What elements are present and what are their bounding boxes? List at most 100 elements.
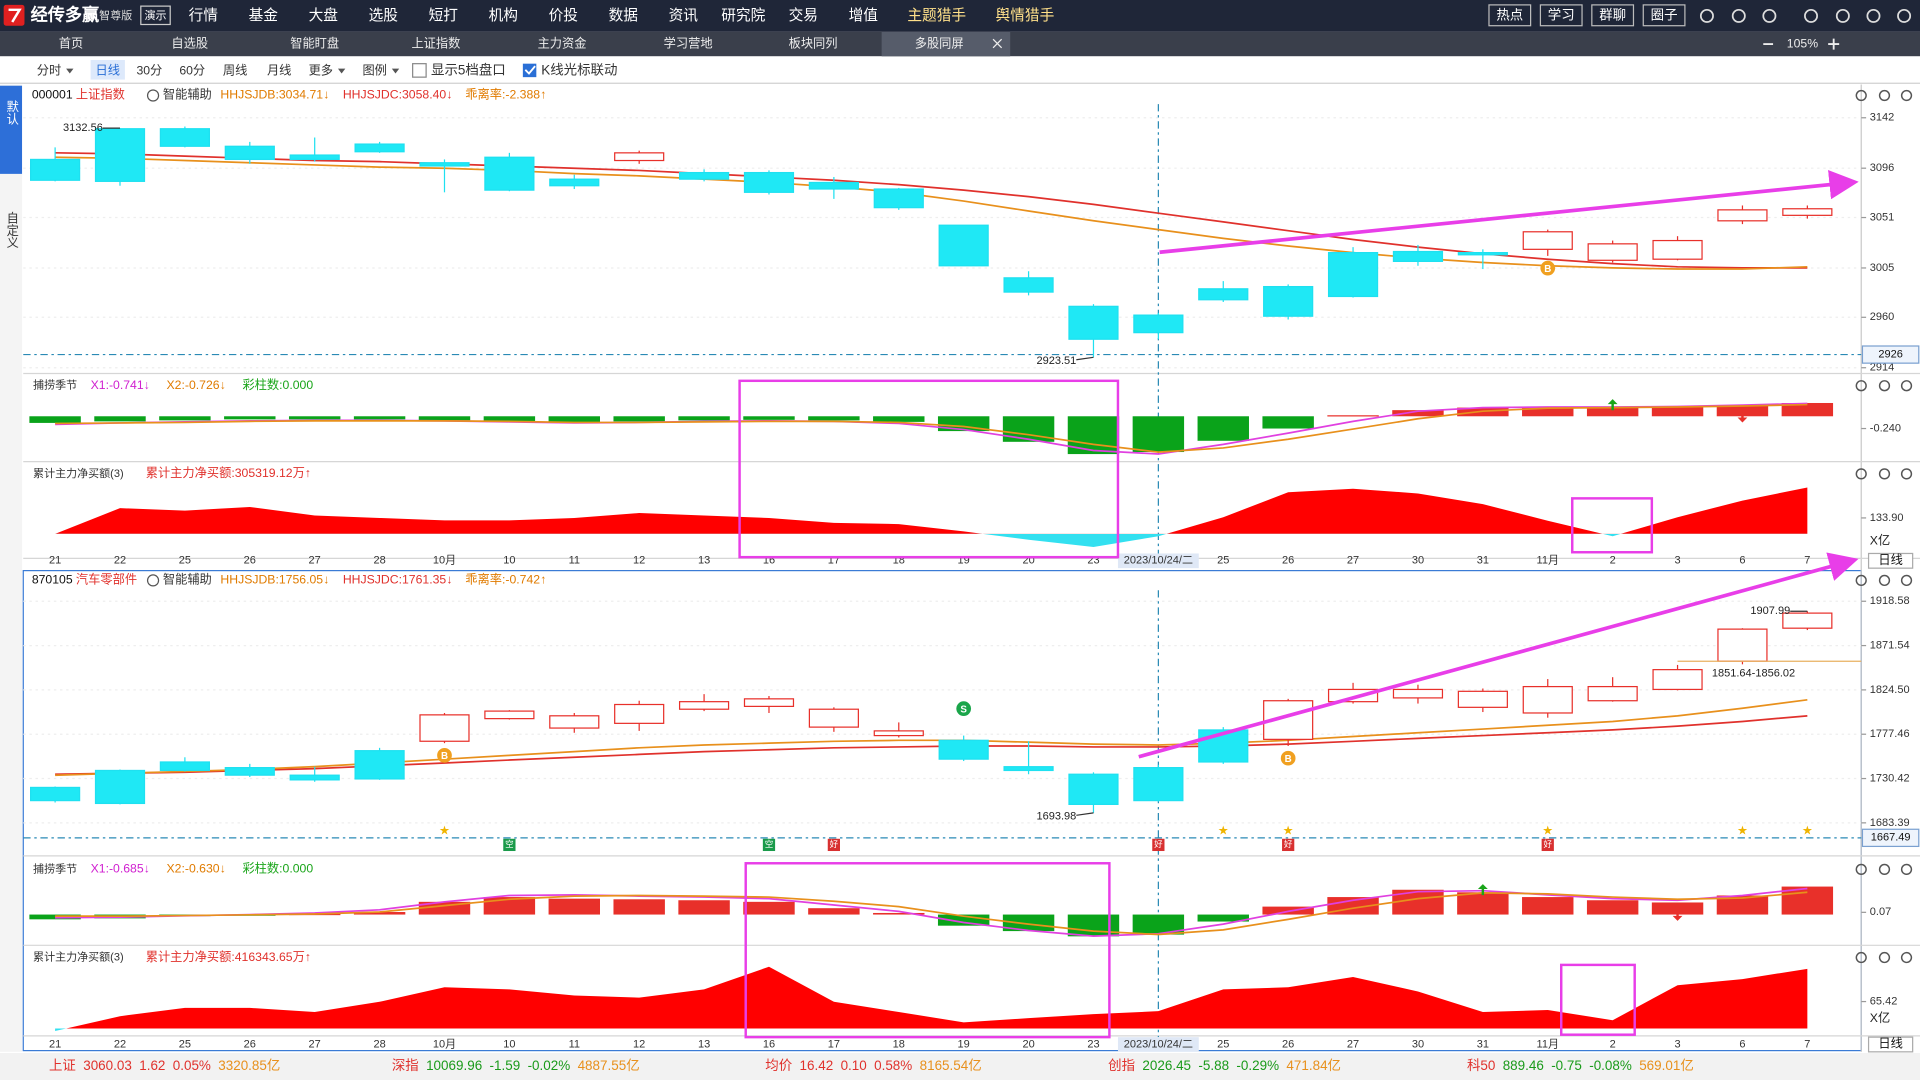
x-tick-label: 18 — [893, 555, 905, 567]
candle-body — [938, 224, 989, 267]
status-name: 科50 — [1467, 1058, 1495, 1073]
period-button[interactable]: 分时 — [37, 63, 61, 77]
menu-item[interactable]: 研究院 — [721, 6, 765, 24]
menu-item[interactable]: 短打 — [429, 7, 459, 24]
star-mark: ★ — [1802, 824, 1813, 838]
status-amount: 4887.55亿 — [578, 1058, 640, 1073]
panel-icon[interactable] — [1900, 468, 1913, 480]
legend-item: HHJSJDB:1756.05↓ — [220, 573, 329, 587]
panel-icon[interactable] — [1900, 863, 1913, 876]
window-icon[interactable] — [1762, 8, 1777, 23]
period-button[interactable]: 月线 — [267, 63, 291, 77]
signal-badge — [1540, 260, 1556, 276]
zoom-in[interactable] — [1828, 38, 1840, 50]
candle-body — [1327, 688, 1379, 703]
tab[interactable]: 主力资金 — [538, 35, 587, 50]
tab[interactable]: 上证指数 — [411, 35, 460, 50]
window-icon[interactable] — [1804, 8, 1818, 23]
signal-arrow — [1672, 909, 1683, 921]
menu-item[interactable]: 交易 — [789, 6, 818, 24]
logo-icon — [3, 4, 25, 26]
checkbox-checked[interactable] — [522, 63, 537, 78]
panel-icon[interactable] — [1855, 380, 1867, 392]
tab[interactable]: 首页 — [59, 36, 83, 50]
demo-label[interactable]: 演示 — [144, 8, 166, 22]
panel-icon[interactable] — [1878, 951, 1891, 964]
tab[interactable]: 学习营地 — [664, 35, 713, 50]
candle-body — [29, 158, 81, 181]
assist-label: 智能辅助 — [163, 572, 212, 587]
menu-item[interactable]: 数据 — [609, 7, 639, 24]
menu-item[interactable]: 选股 — [369, 7, 399, 24]
menu-item[interactable]: 主题猎手 — [907, 7, 966, 24]
tab[interactable]: 智能盯盘 — [290, 35, 339, 50]
panel-icon[interactable] — [1855, 89, 1867, 102]
x-tick-label: 10 — [503, 1038, 515, 1050]
range-note: 1851.64-1856.02 — [1712, 667, 1795, 679]
signal-label: S — [960, 704, 967, 715]
panel-icon[interactable] — [1900, 574, 1913, 587]
panel-icon[interactable] — [1878, 468, 1891, 480]
assist-toggle[interactable] — [146, 574, 160, 587]
menu-item[interactable]: 资讯 — [669, 7, 699, 24]
status-amount: 471.84亿 — [1286, 1058, 1341, 1073]
status-amount: 8165.54亿 — [920, 1058, 982, 1073]
period-button[interactable]: 更多 — [309, 63, 333, 77]
window-icon[interactable] — [1835, 8, 1850, 23]
signal-arrow — [1477, 884, 1488, 896]
panel-icon[interactable] — [1878, 380, 1891, 392]
tab[interactable]: 板块同列 — [789, 36, 838, 50]
window-icon[interactable] — [1699, 8, 1714, 23]
top-button[interactable]: 圈子 — [1651, 7, 1678, 22]
window-icon[interactable] — [1897, 8, 1912, 23]
unit-label: X亿 — [1870, 532, 1890, 547]
panel-icon[interactable] — [1855, 863, 1867, 876]
y-tick-label: 2960 — [1870, 311, 1895, 323]
period-button[interactable]: 图例 — [362, 63, 386, 77]
panel-icon[interactable] — [1900, 380, 1913, 392]
indicator-bar — [94, 416, 146, 422]
indicator-bar — [1327, 415, 1379, 417]
side-tab[interactable]: 自定义 — [5, 212, 19, 249]
edition: 智尊版 — [99, 8, 132, 22]
panel-icon[interactable] — [1878, 89, 1891, 102]
window-icon[interactable] — [1866, 8, 1881, 23]
period-button[interactable]: 周线 — [223, 63, 247, 77]
assist-toggle[interactable] — [146, 89, 160, 102]
window-icon[interactable] — [1731, 8, 1746, 23]
menu-item[interactable]: 行情 — [189, 7, 219, 24]
menu-item[interactable]: 机构 — [489, 7, 518, 24]
menu-item[interactable]: 基金 — [249, 7, 279, 24]
status-name: 深指 — [392, 1058, 419, 1073]
panel-icon[interactable] — [1900, 951, 1913, 964]
candle-body — [159, 761, 210, 772]
candle-body — [1652, 239, 1703, 260]
panel-icon[interactable] — [1855, 951, 1867, 964]
menu-item[interactable]: 增值 — [849, 7, 879, 24]
x-tick-label: 21 — [49, 555, 61, 567]
indicator-bar — [937, 914, 990, 926]
tab-close[interactable] — [992, 38, 1003, 49]
period-button[interactable]: 60分 — [179, 63, 205, 77]
tab[interactable]: 自选股 — [171, 36, 208, 50]
menu-item[interactable]: 价投 — [549, 7, 579, 24]
top-button[interactable]: 群聊 — [1599, 7, 1626, 22]
candle-body — [873, 730, 924, 737]
tab[interactable]: 多股同屏 — [915, 36, 964, 50]
period-button[interactable]: 日线 — [96, 63, 120, 77]
x-tick-label: 7 — [1804, 1038, 1810, 1050]
side-tab[interactable]: 默认 — [5, 99, 19, 125]
indicator-bar — [418, 416, 471, 421]
panel-icon[interactable] — [1878, 574, 1891, 587]
menu-item[interactable]: 大盘 — [309, 6, 339, 24]
checkbox[interactable] — [412, 63, 427, 78]
panel-icon[interactable] — [1855, 468, 1867, 480]
side-tab-active[interactable] — [0, 85, 23, 174]
candle-body — [484, 156, 535, 191]
top-button[interactable]: 热点 — [1496, 7, 1523, 22]
menu-item[interactable]: 舆情猎手 — [996, 7, 1055, 24]
top-button[interactable]: 学习 — [1548, 7, 1575, 22]
period-button[interactable]: 30分 — [136, 63, 162, 77]
panel-icon[interactable] — [1878, 863, 1891, 876]
panel-icon[interactable] — [1900, 89, 1913, 102]
